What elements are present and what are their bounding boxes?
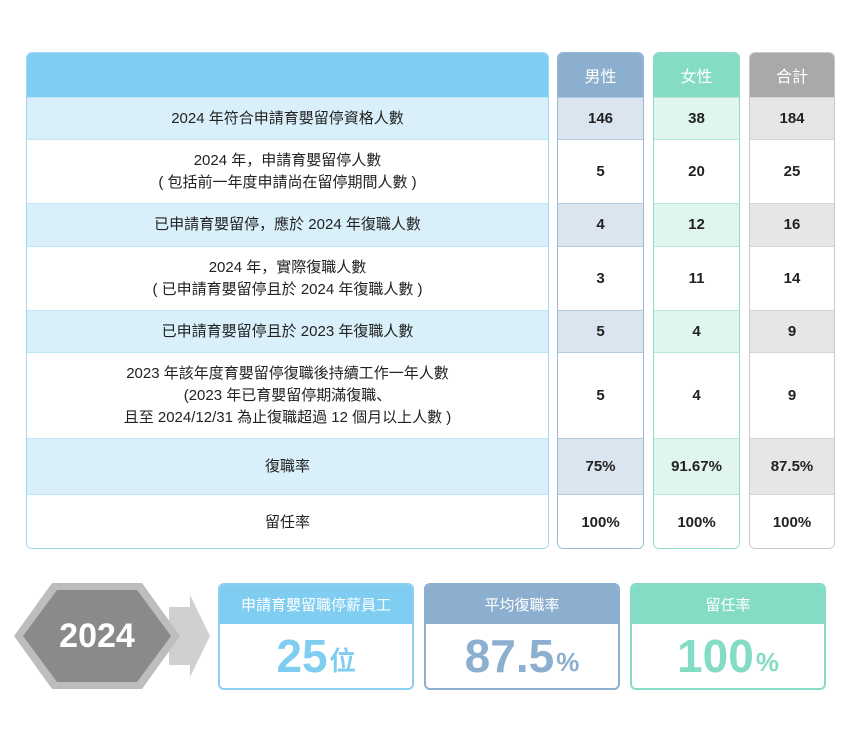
row-label: 2024 年，實際復職人數 ( 已申請育嬰留停且於 2024 年復職人數 ) (27, 246, 548, 310)
female-cell: 91.67% (654, 438, 739, 494)
row-label-text: 2024 年，實際復職人數 ( 已申請育嬰留停且於 2024 年復職人數 ) (152, 258, 423, 298)
card-title: 平均復職率 (426, 585, 618, 624)
card-title: 申請育嬰留職停薪員工 (220, 585, 412, 624)
total-column: 合計 184 25 16 14 9 9 87.5% 100% (749, 52, 835, 549)
female-cell: 20 (654, 139, 739, 203)
female-cell: 100% (654, 494, 739, 548)
card-value: 25 (276, 630, 328, 682)
row-label: 已申請育嬰留停，應於 2024 年復職人數 (27, 203, 548, 246)
male-cell: 5 (558, 310, 643, 352)
row-label: 留任率 (27, 494, 548, 548)
female-cell: 12 (654, 203, 739, 246)
total-cell: 184 (750, 97, 834, 139)
label-column: 2024 年符合申請育嬰留停資格人數 2024 年，申請育嬰留停人數 ( 包括前… (26, 52, 549, 549)
female-cell: 38 (654, 97, 739, 139)
male-cell: 146 (558, 97, 643, 139)
applicants-card: 申請育嬰留職停薪員工 25 位 (218, 583, 414, 690)
year-label: 2024 (59, 616, 135, 655)
card-value: 87.5 (464, 630, 555, 682)
row-label-text: 2024 年，申請育嬰留停人數 ( 包括前一年度申請尚在留停期間人數 ) (158, 151, 417, 191)
total-cell: 14 (750, 246, 834, 310)
row-label-text: 已申請育嬰留停且於 2023 年復職人數 (161, 322, 414, 340)
male-cell: 100% (558, 494, 643, 548)
row-label: 2024 年，申請育嬰留停人數 ( 包括前一年度申請尚在留停期間人數 ) (27, 139, 548, 203)
male-cell: 5 (558, 139, 643, 203)
card-unit: 位 (329, 646, 356, 676)
female-cell: 11 (654, 246, 739, 310)
label-header (27, 53, 548, 97)
row-label-text: 2024 年符合申請育嬰留停資格人數 (171, 109, 404, 127)
total-cell: 9 (750, 352, 834, 438)
card-value: 100 (677, 630, 754, 682)
row-label-text: 已申請育嬰留停，應於 2024 年復職人數 (154, 216, 421, 233)
female-header: 女性 (654, 53, 739, 97)
card-value-wrap: 100 % (632, 624, 824, 688)
card-value-wrap: 87.5 % (426, 624, 618, 688)
row-label: 復職率 (27, 438, 548, 494)
return-rate-card: 平均復職率 87.5 % (424, 583, 620, 690)
total-cell: 16 (750, 203, 834, 246)
male-cell: 75% (558, 438, 643, 494)
total-cell: 9 (750, 310, 834, 352)
female-cell: 4 (654, 310, 739, 352)
hexagon-arrow-icon (14, 583, 210, 689)
retention-rate-card: 留任率 100 % (630, 583, 826, 690)
card-unit: % (755, 647, 779, 677)
row-label-text: 留任率 (264, 513, 310, 531)
total-cell: 100% (750, 494, 834, 548)
row-label-text: 復職率 (264, 457, 310, 475)
total-header: 合計 (750, 53, 834, 97)
year-badge: 2024 (14, 583, 214, 689)
male-cell: 4 (558, 203, 643, 246)
female-column: 女性 38 20 12 11 4 4 91.67% 100% (653, 52, 740, 549)
card-unit: % (556, 647, 580, 677)
row-label: 2024 年符合申請育嬰留停資格人數 (27, 97, 548, 139)
card-title: 留任率 (632, 585, 824, 624)
row-label: 2023 年該年度育嬰留停復職後持續工作一年人數 (2023 年已育嬰留停期滿復… (27, 352, 548, 438)
row-label-text: 2023 年該年度育嬰留停復職後持續工作一年人數 (2023 年已育嬰留停期滿復… (123, 364, 452, 426)
total-cell: 87.5% (750, 438, 834, 494)
total-cell: 25 (750, 139, 834, 203)
male-header: 男性 (558, 53, 643, 97)
female-cell: 4 (654, 352, 739, 438)
male-cell: 5 (558, 352, 643, 438)
card-value-wrap: 25 位 (220, 624, 412, 688)
row-label: 已申請育嬰留停且於 2023 年復職人數 (27, 310, 548, 352)
male-column: 男性 146 5 4 3 5 5 75% 100% (557, 52, 644, 549)
male-cell: 3 (558, 246, 643, 310)
